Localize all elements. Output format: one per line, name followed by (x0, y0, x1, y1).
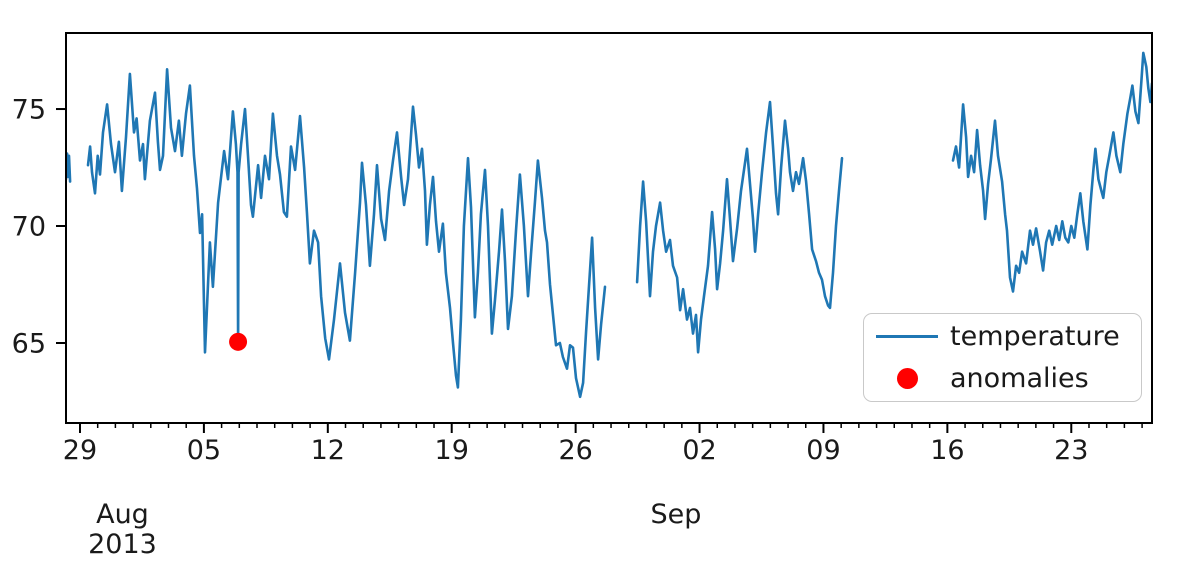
x-tick-label: 05 (187, 435, 221, 466)
anomaly-point (229, 332, 248, 351)
legend-label-temperature: temperature (950, 320, 1120, 352)
legend-label-anomalies: anomalies (950, 363, 1089, 395)
temperature-line (86, 68, 607, 399)
legend: temperature anomalies (863, 313, 1142, 402)
temperature-line-icon (864, 334, 950, 338)
anomaly-dot-swatch (896, 368, 918, 390)
x-month-label: Sep (651, 499, 702, 530)
x-year-label: 2013 (88, 529, 157, 560)
x-tick-label: 23 (1054, 435, 1088, 466)
temperature-line-swatch (876, 334, 938, 338)
x-tick-label: 12 (311, 435, 345, 466)
x-month-label: Aug (96, 499, 149, 530)
y-tick-label: 75 (12, 95, 46, 126)
x-tick-label: 26 (558, 435, 592, 466)
x-tick-label: 09 (806, 435, 840, 466)
y-tick-label: 65 (12, 328, 46, 359)
y-tick-label: 70 (12, 212, 46, 243)
x-tick-label: 02 (682, 435, 716, 466)
x-tick-label: 29 (63, 435, 97, 466)
x-tick-label: 19 (435, 435, 469, 466)
temperature-line (951, 51, 1152, 293)
legend-entry-temperature: temperature (864, 316, 1141, 356)
anomaly-dot-icon (864, 368, 950, 390)
legend-entry-anomalies: anomalies (864, 359, 1141, 399)
x-tick-label: 16 (930, 435, 964, 466)
temperature-line (635, 100, 844, 354)
plot-border (65, 32, 1153, 424)
